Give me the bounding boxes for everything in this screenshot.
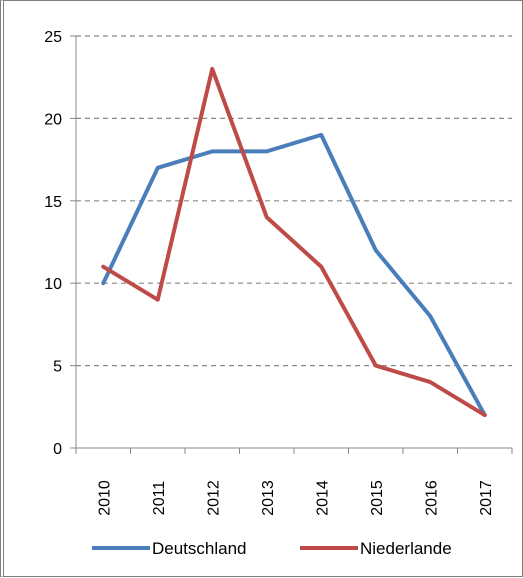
gridlines xyxy=(76,35,512,367)
x-tick-label-2010: 2010 xyxy=(96,480,113,516)
x-axis-ticks: 2010 2011 2012 2013 2014 2015 2016 2017 xyxy=(96,480,495,516)
y-tick-label-25: 25 xyxy=(44,29,62,46)
legend: Deutschland Niederlande xyxy=(92,539,452,558)
series-line-niederlande xyxy=(101,66,487,418)
y-axis-ticks: 0 5 10 15 20 25 xyxy=(44,29,62,458)
y-tick-label-5: 5 xyxy=(53,359,62,376)
legend-label-niederlande: Niederlande xyxy=(360,539,452,558)
y-tick-label-20: 20 xyxy=(44,111,62,128)
x-tick-label-2011: 2011 xyxy=(151,481,168,516)
x-tick-label-2012: 2012 xyxy=(205,480,222,516)
x-tick-label-2015: 2015 xyxy=(369,480,386,516)
y-tick-label-0: 0 xyxy=(53,441,62,458)
y-tick-label-15: 15 xyxy=(44,194,62,211)
axes xyxy=(70,35,513,454)
x-tick-label-2014: 2014 xyxy=(314,480,331,516)
x-tick-label-2013: 2013 xyxy=(260,480,277,516)
series-line-deutschland xyxy=(101,132,487,418)
series-lines xyxy=(101,66,487,418)
x-tick-label-2017: 2017 xyxy=(478,480,495,516)
y-tick-label-10: 10 xyxy=(44,276,62,293)
legend-label-deutschland: Deutschland xyxy=(152,539,247,558)
x-tick-label-2016: 2016 xyxy=(423,480,440,516)
